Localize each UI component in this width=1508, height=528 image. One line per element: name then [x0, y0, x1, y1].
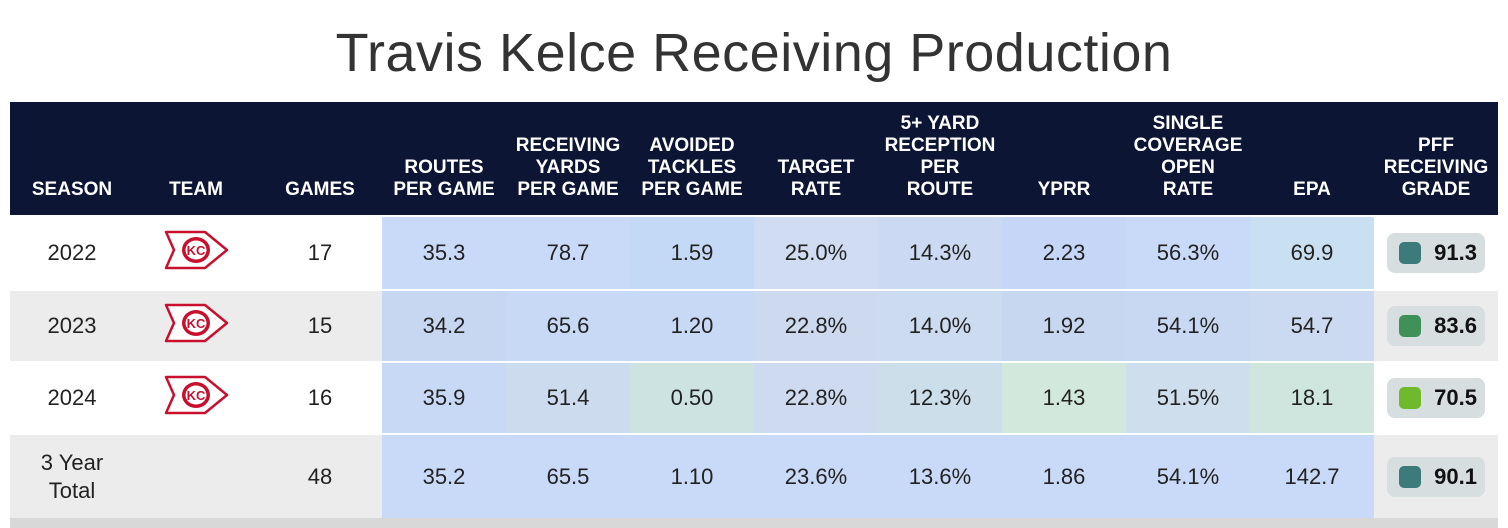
- grade-badge: 91.3: [1387, 233, 1485, 273]
- cell-yprr: 1.43: [1002, 363, 1126, 433]
- cell-target-rate: 25.0%: [754, 217, 878, 289]
- svg-text:KC: KC: [187, 388, 206, 403]
- cell-epa: 69.9: [1250, 217, 1374, 289]
- grade-badge: 83.6: [1387, 306, 1485, 346]
- cell-epa: 54.7: [1250, 291, 1374, 361]
- cell-receiving-yards-per-game: 51.4: [506, 363, 630, 433]
- grade-value: 91.3: [1434, 240, 1477, 265]
- table-header: SEASON TEAM GAMES ROUTES PER GAME RECEIVING …: [10, 102, 1498, 215]
- cell-season: 3 Year Total: [40, 449, 104, 503]
- cell-season: 2023: [47, 313, 97, 338]
- svg-text:KC: KC: [187, 243, 206, 258]
- grade-color-chip: [1399, 242, 1421, 264]
- cell-season: 2024: [47, 385, 97, 410]
- cell-target-rate: 23.6%: [754, 435, 878, 518]
- chart-title: Travis Kelce Receiving Production: [335, 23, 1173, 83]
- grade-badge: 90.1: [1387, 456, 1485, 497]
- header-five-plus-yard-reception-per-route: 5+ YARD RECEPTION PER ROUTE: [884, 113, 996, 200]
- table-row: 3 Year Total 48 35.2 65.5 1.10 23.6% 13.6% 1.86…: [10, 435, 1498, 518]
- cell-team: KC: [134, 217, 258, 289]
- cell-receiving-yards-per-game: 78.7: [506, 217, 630, 289]
- header-games: GAMES: [285, 179, 355, 200]
- cell-yprr: 1.86: [1002, 435, 1126, 518]
- cell-avoided-tackles-per-game: 0.50: [630, 363, 754, 433]
- cell-five-plus-yard-reception-per-route: 13.6%: [878, 435, 1002, 518]
- cell-routes-per-game: 35.3: [382, 217, 506, 289]
- cell-single-coverage-open-rate: 56.3%: [1126, 217, 1250, 289]
- cell-pff-receiving-grade: 91.3: [1374, 217, 1498, 289]
- header-receiving-yards-per-game: RECEIVING YARDS PER GAME: [515, 135, 621, 200]
- cell-receiving-yards-per-game: 65.5: [506, 435, 630, 518]
- grade-color-chip: [1399, 387, 1421, 409]
- cell-single-coverage-open-rate: 51.5%: [1126, 363, 1250, 433]
- cell-target-rate: 22.8%: [754, 291, 878, 361]
- kansas-city-chiefs-logo-icon: KC: [163, 302, 229, 350]
- cell-season: 2022: [47, 240, 97, 265]
- cell-routes-per-game: 34.2: [382, 291, 506, 361]
- grade-color-chip: [1399, 465, 1421, 488]
- cell-yprr: 2.23: [1002, 217, 1126, 289]
- cell-pff-receiving-grade: 90.1: [1374, 435, 1498, 518]
- grade-value: 90.1: [1434, 463, 1477, 489]
- header-epa: EPA: [1293, 179, 1331, 200]
- stats-table: SEASON TEAM GAMES ROUTES PER GAME RECEIVING …: [10, 102, 1498, 528]
- cell-five-plus-yard-reception-per-route: 12.3%: [878, 363, 1002, 433]
- cell-five-plus-yard-reception-per-route: 14.3%: [878, 217, 1002, 289]
- table-bottom-border: [10, 518, 1498, 528]
- cell-single-coverage-open-rate: 54.1%: [1126, 291, 1250, 361]
- header-pff-receiving-grade: PFF RECEIVING GRADE: [1383, 135, 1489, 200]
- cell-receiving-yards-per-game: 65.6: [506, 291, 630, 361]
- table-row: 2022 KC 17 35.3 78.7 1.59 25.0% 14.3% 2.23 56.3…: [10, 217, 1498, 289]
- cell-pff-receiving-grade: 70.5: [1374, 363, 1498, 433]
- cell-games: 17: [307, 240, 333, 265]
- cell-avoided-tackles-per-game: 1.10: [630, 435, 754, 518]
- grade-color-chip: [1399, 315, 1421, 337]
- cell-yprr: 1.92: [1002, 291, 1126, 361]
- cell-games: 48: [307, 463, 333, 489]
- header-single-coverage-open-rate: SINGLE COVERAGE OPEN RATE: [1133, 113, 1243, 200]
- grade-value: 70.5: [1434, 385, 1477, 410]
- svg-text:KC: KC: [187, 316, 206, 331]
- cell-team: [134, 435, 258, 518]
- table-row: 2024 KC 16 35.9 51.4 0.50 22.8% 12.3% 1.43 51.5…: [10, 363, 1498, 433]
- header-yprr: YPRR: [1037, 179, 1091, 200]
- kansas-city-chiefs-logo-icon: KC: [163, 229, 229, 277]
- cell-avoided-tackles-per-game: 1.59: [630, 217, 754, 289]
- cell-games: 15: [307, 313, 333, 338]
- cell-target-rate: 22.8%: [754, 363, 878, 433]
- cell-avoided-tackles-per-game: 1.20: [630, 291, 754, 361]
- grade-value: 83.6: [1434, 313, 1477, 338]
- cell-routes-per-game: 35.2: [382, 435, 506, 518]
- header-target-rate: TARGET RATE: [777, 157, 855, 200]
- cell-games: 16: [307, 385, 333, 410]
- header-season: SEASON: [31, 179, 113, 200]
- cell-team: KC: [134, 291, 258, 361]
- table-row: 2023 KC 15 34.2 65.6 1.20 22.8% 14.0% 1.92 54.1…: [10, 291, 1498, 361]
- cell-epa: 142.7: [1250, 435, 1374, 518]
- cell-pff-receiving-grade: 83.6: [1374, 291, 1498, 361]
- header-team: TEAM: [169, 179, 223, 200]
- header-avoided-tackles-per-game: AVOIDED TACKLES PER GAME: [641, 135, 743, 200]
- cell-five-plus-yard-reception-per-route: 14.0%: [878, 291, 1002, 361]
- cell-routes-per-game: 35.9: [382, 363, 506, 433]
- cell-epa: 18.1: [1250, 363, 1374, 433]
- grade-badge: 70.5: [1387, 378, 1485, 418]
- cell-team: KC: [134, 363, 258, 433]
- cell-single-coverage-open-rate: 54.1%: [1126, 435, 1250, 518]
- header-routes-per-game: ROUTES PER GAME: [393, 157, 495, 200]
- kansas-city-chiefs-logo-icon: KC: [163, 374, 229, 422]
